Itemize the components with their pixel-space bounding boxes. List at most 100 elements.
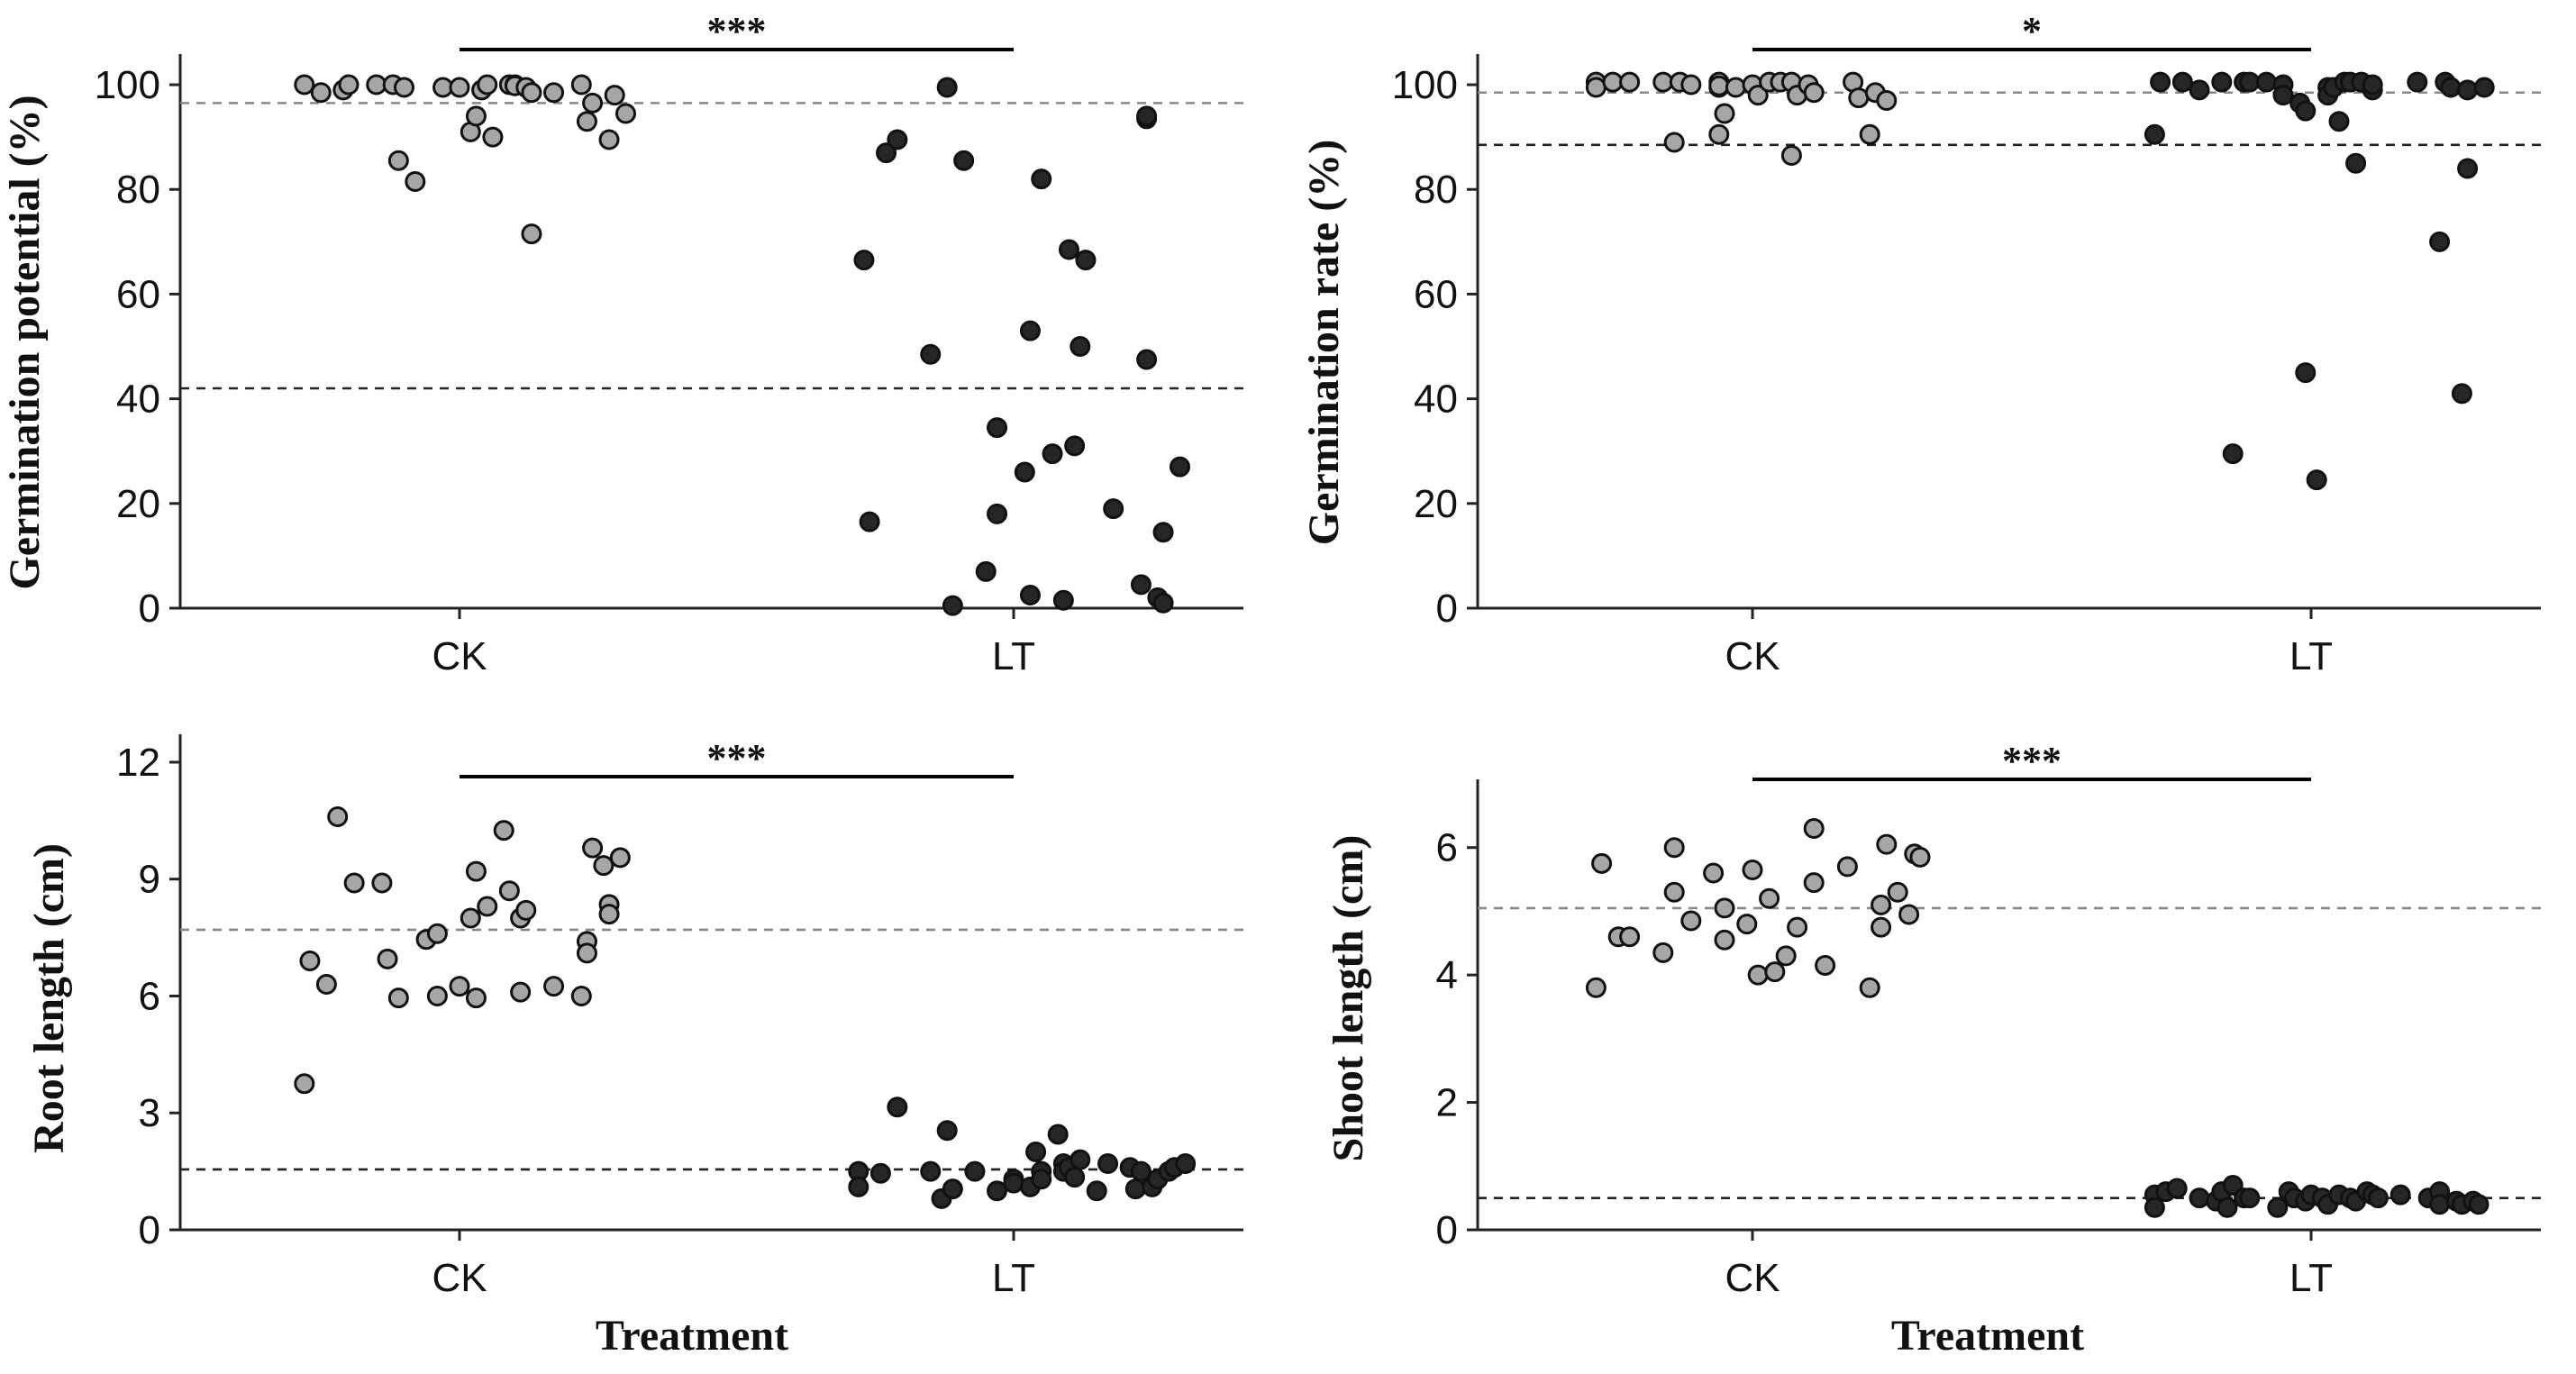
- data-point-ck: [1780, 144, 1802, 166]
- data-point-lt: [2451, 383, 2472, 405]
- y-tick-label: 20: [1414, 482, 1458, 526]
- data-point-ck: [465, 860, 487, 882]
- data-point-lt: [1124, 1178, 1146, 1200]
- y-tick-label: 80: [1414, 168, 1458, 212]
- data-point-lt: [1097, 1152, 1119, 1174]
- data-point-ck: [1663, 132, 1685, 153]
- data-point-lt: [848, 1176, 869, 1197]
- data-point-ck: [1859, 123, 1880, 145]
- data-point-lt: [2272, 85, 2294, 106]
- data-point-ck: [1585, 977, 1607, 998]
- data-point-ck: [387, 150, 409, 171]
- data-point-lt: [2144, 1197, 2165, 1218]
- significance-label: *: [2022, 9, 2042, 53]
- data-point-lt: [920, 343, 942, 365]
- data-point-ck: [615, 103, 636, 124]
- data-point-lt: [1042, 443, 1063, 465]
- x-tick-label-ck: CK: [1725, 634, 1780, 678]
- data-point-lt: [2150, 71, 2171, 93]
- data-point-ck: [1909, 846, 1931, 868]
- data-point-lt: [942, 1178, 963, 1200]
- data-point-lt: [1075, 250, 1097, 271]
- x-tick-label-ck: CK: [432, 1256, 487, 1300]
- data-point-lt: [936, 77, 958, 98]
- data-point-lt: [1064, 435, 1086, 457]
- data-point-lt: [987, 503, 1008, 524]
- data-point-lt: [2429, 1194, 2451, 1215]
- y-tick-label: 100: [1392, 63, 1458, 107]
- data-point-lt: [2468, 1194, 2490, 1215]
- data-point-ck: [371, 872, 393, 894]
- data-point-ck: [582, 92, 604, 114]
- data-point-lt: [2239, 1187, 2261, 1209]
- panel-root-length: Root length (cm) Treatment 0 3 6 9 12 CK LT ***: [25, 734, 1243, 1360]
- data-point-lt: [1031, 168, 1052, 190]
- data-point-ck: [1871, 894, 1892, 915]
- data-point-ck: [1859, 977, 1880, 998]
- data-point-lt: [887, 1096, 908, 1118]
- data-point-lt: [2440, 77, 2462, 98]
- data-point-lt: [2211, 71, 2233, 93]
- data-point-lt: [1130, 1160, 1151, 1182]
- y-tick-label: 0: [1436, 587, 1458, 631]
- significance-label: ***: [707, 736, 767, 780]
- data-point-ck: [543, 976, 565, 997]
- data-point-lt: [1130, 574, 1151, 596]
- data-point-ck: [477, 896, 498, 917]
- data-point-lt: [1031, 1169, 1052, 1190]
- y-tick-label: 6: [1436, 826, 1458, 870]
- data-point-ck: [1714, 103, 1735, 124]
- y-tick-label: 40: [1414, 378, 1458, 422]
- data-point-lt: [2328, 111, 2350, 132]
- data-point-lt: [2389, 1184, 2411, 1206]
- y-axis-title: Germination rate (%): [1300, 140, 1348, 546]
- data-point-lt: [853, 250, 875, 271]
- data-point-lt: [2407, 71, 2428, 93]
- data-point-ck: [1836, 856, 1858, 878]
- data-point-ck: [598, 129, 620, 150]
- data-point-lt: [2473, 77, 2495, 98]
- y-tick-label: 20: [116, 482, 160, 526]
- data-point-lt: [1047, 1124, 1069, 1145]
- y-tick-label: 100: [95, 63, 160, 107]
- data-point-lt: [2429, 231, 2451, 252]
- data-point-ck: [609, 847, 631, 869]
- data-point-lt: [1152, 592, 1174, 614]
- data-point-ck: [1764, 961, 1786, 983]
- data-point-ck: [1703, 862, 1725, 884]
- data-point-ck: [343, 872, 365, 894]
- data-point-lt: [1170, 456, 1190, 478]
- data-point-ck: [1742, 859, 1763, 880]
- y-tick-label: 0: [139, 1208, 160, 1252]
- data-point-lt: [936, 1120, 958, 1142]
- y-tick-label: 60: [1414, 272, 1458, 316]
- data-point-ck: [1652, 942, 1674, 963]
- data-point-lt: [2216, 1197, 2238, 1218]
- data-point-ck: [498, 880, 520, 902]
- data-point-lt: [1103, 498, 1124, 520]
- data-point-ck: [449, 77, 470, 98]
- data-point-lt: [2367, 1187, 2389, 1209]
- data-point-ck: [327, 806, 349, 828]
- data-point-lt: [2189, 1187, 2210, 1209]
- data-point-ck: [1775, 945, 1797, 967]
- x-tick-label-lt: LT: [992, 634, 1035, 678]
- data-point-ck: [465, 105, 487, 127]
- y-tick-label: 2: [1436, 1081, 1458, 1125]
- data-point-lt: [975, 560, 997, 582]
- data-point-lt: [987, 417, 1008, 439]
- y-axis-title: Shoot length (cm): [1324, 835, 1372, 1162]
- data-point-ck: [1898, 904, 1920, 925]
- data-point-ck: [510, 981, 532, 1003]
- panel-germination-rate: Germination rate (%) 0 20 40 60 80 100 CK LT *: [1300, 9, 2541, 678]
- data-point-ck: [604, 85, 625, 106]
- y-axis-title: Root length (cm): [25, 843, 73, 1153]
- data-point-ck: [426, 985, 448, 1006]
- data-point-lt: [2295, 362, 2317, 384]
- data-point-lt: [953, 150, 975, 171]
- data-point-lt: [2222, 443, 2244, 465]
- data-point-lt: [1003, 1172, 1024, 1194]
- significance-label: ***: [2002, 739, 2062, 783]
- data-point-ck: [338, 74, 360, 96]
- data-point-lt: [920, 1160, 942, 1182]
